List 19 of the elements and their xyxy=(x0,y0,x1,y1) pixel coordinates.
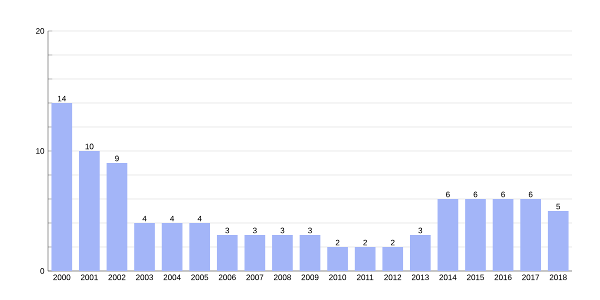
bar xyxy=(465,199,486,271)
bar xyxy=(272,235,293,271)
bar xyxy=(438,199,458,271)
bar xyxy=(382,247,404,271)
bar xyxy=(134,223,155,271)
bar xyxy=(106,162,128,271)
bar xyxy=(244,235,266,271)
bar xyxy=(520,199,541,271)
bar xyxy=(548,211,569,271)
bar xyxy=(216,235,238,271)
bar xyxy=(79,150,100,271)
bar xyxy=(189,223,210,271)
bar xyxy=(162,223,182,271)
bar xyxy=(492,199,514,271)
bar xyxy=(300,235,320,271)
bar xyxy=(51,102,72,271)
bar xyxy=(327,247,348,271)
bar xyxy=(354,247,376,271)
bar xyxy=(410,235,431,271)
